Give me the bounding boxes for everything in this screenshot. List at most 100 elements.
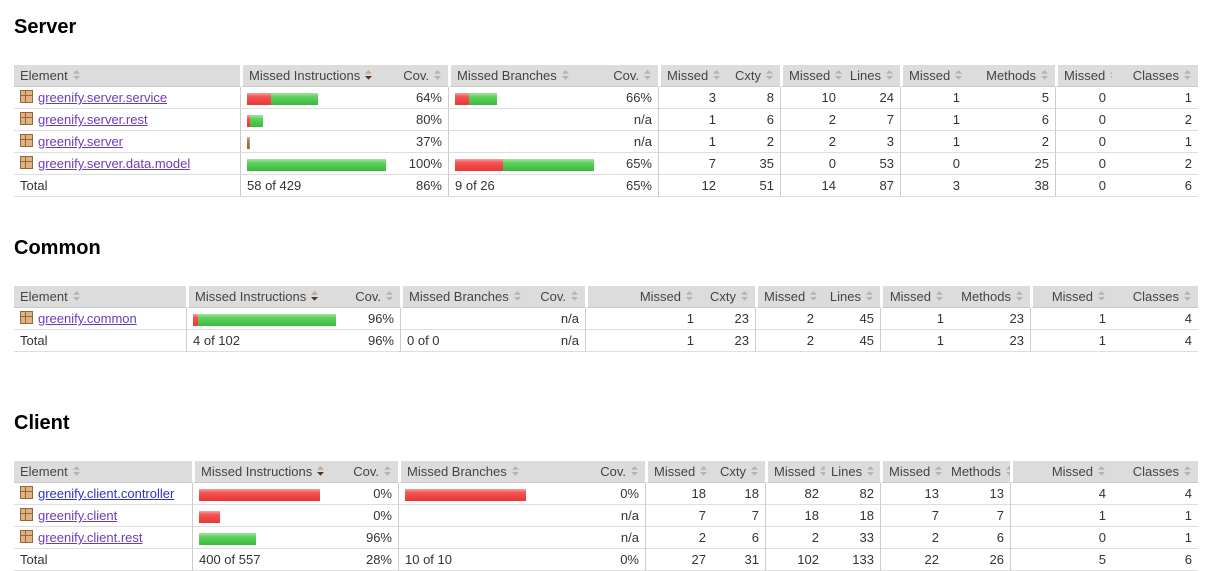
column-header-cxty-6[interactable]: Cxty bbox=[712, 461, 765, 483]
column-header-methods-10[interactable]: Methods bbox=[950, 286, 1030, 308]
column-header-missed-7[interactable]: Missed bbox=[780, 65, 842, 87]
column-header-classes-12[interactable]: Classes bbox=[1112, 286, 1198, 308]
column-header-cov--2[interactable]: Cov. bbox=[340, 286, 400, 308]
column-header-element-0[interactable]: Element bbox=[14, 286, 186, 308]
column-header-label: Methods bbox=[986, 68, 1036, 83]
column-header-methods-10[interactable]: Methods bbox=[966, 65, 1055, 87]
column-header-label: Element bbox=[20, 68, 68, 83]
column-header-cxty-6[interactable]: Cxty bbox=[722, 65, 780, 87]
missed-instructions-cell bbox=[240, 153, 390, 175]
instruction-coverage-cell: 64% bbox=[390, 87, 448, 109]
column-header-missed-11[interactable]: Missed bbox=[1055, 65, 1112, 87]
total-row: Total 4 of 102 96% 0 of 0 n/a 1 23 2 45 1 23 1 4 bbox=[14, 330, 1198, 352]
column-header-element-0[interactable]: Element bbox=[14, 461, 192, 483]
column-header-missed-branches-3[interactable]: Missed Branches bbox=[448, 65, 600, 87]
total-metric-cell: 38 bbox=[966, 175, 1055, 197]
column-header-cov--4[interactable]: Cov. bbox=[525, 286, 585, 308]
sort-icon bbox=[1098, 466, 1105, 476]
column-header-missed-instructions-1[interactable]: Missed Instructions bbox=[240, 65, 390, 87]
column-header-label: Missed Instructions bbox=[249, 68, 361, 83]
column-header-label: Cov. bbox=[403, 68, 429, 83]
column-header-missed-11[interactable]: Missed bbox=[1030, 286, 1112, 308]
column-header-classes-12[interactable]: Classes bbox=[1112, 65, 1198, 87]
column-header-missed-9[interactable]: Missed bbox=[880, 461, 945, 483]
metric-cell: 2 bbox=[645, 527, 712, 549]
table-row: greenify.common 96% n/a 1 23 2 45 1 23 1 4 bbox=[14, 308, 1198, 330]
instruction-coverage-cell: 37% bbox=[390, 131, 448, 153]
column-header-cov--2[interactable]: Cov. bbox=[390, 65, 448, 87]
metric-cell: 1 bbox=[900, 109, 966, 131]
sort-icon bbox=[766, 70, 773, 80]
column-header-cxty-6[interactable]: Cxty bbox=[700, 286, 755, 308]
missed-branches-cell bbox=[448, 87, 600, 109]
column-header-missed-7[interactable]: Missed bbox=[755, 286, 820, 308]
column-header-missed-11[interactable]: Missed bbox=[1010, 461, 1112, 483]
metric-cell: 24 bbox=[842, 87, 900, 109]
metric-cell: 0 bbox=[1055, 131, 1112, 153]
metric-cell: 25 bbox=[966, 153, 1055, 175]
column-header-missed-instructions-1[interactable]: Missed Instructions bbox=[192, 461, 340, 483]
instruction-coverage-cell: 0% bbox=[340, 483, 398, 505]
column-header-element-0[interactable]: Element bbox=[14, 65, 240, 87]
column-header-label: Missed bbox=[1051, 289, 1093, 304]
package-link[interactable]: greenify.client.controller bbox=[38, 486, 175, 501]
column-header-methods-10[interactable]: Methods bbox=[945, 461, 1010, 483]
column-header-lines-8[interactable]: Lines bbox=[825, 461, 880, 483]
total-metric-cell: 1 bbox=[880, 330, 950, 352]
missed-bar-segment bbox=[455, 92, 469, 105]
column-header-cov--4[interactable]: Cov. bbox=[600, 65, 658, 87]
column-header-cov--4[interactable]: Cov. bbox=[560, 461, 645, 483]
column-header-lines-8[interactable]: Lines bbox=[842, 65, 900, 87]
column-header-label: Classes bbox=[1132, 289, 1179, 304]
metric-cell: 1 bbox=[658, 109, 722, 131]
column-header-missed-instructions-1[interactable]: Missed Instructions bbox=[186, 286, 340, 308]
branch-coverage-cell: n/a bbox=[560, 505, 645, 527]
package-icon bbox=[20, 530, 33, 543]
column-header-cov--2[interactable]: Cov. bbox=[340, 461, 398, 483]
column-header-missed-5[interactable]: Missed bbox=[585, 286, 700, 308]
column-header-missed-9[interactable]: Missed bbox=[900, 65, 966, 87]
column-header-label: Missed bbox=[789, 68, 831, 83]
package-link[interactable]: greenify.client bbox=[38, 508, 118, 523]
coverage-bar bbox=[247, 134, 250, 149]
column-header-lines-8[interactable]: Lines bbox=[820, 286, 880, 308]
sort-icon bbox=[511, 466, 519, 476]
section-common: Common Element Missed Instructions Cov. Mis… bbox=[14, 237, 1198, 352]
package-link[interactable]: greenify.server.data.model bbox=[38, 156, 191, 171]
sort-icon bbox=[1005, 466, 1010, 476]
metric-cell: 7 bbox=[645, 505, 712, 527]
total-instruction-coverage: 96% bbox=[340, 330, 400, 352]
metric-cell: 10 bbox=[780, 87, 842, 109]
total-missed-branches: 0 of 0 bbox=[400, 330, 525, 352]
column-header-missed-branches-3[interactable]: Missed Branches bbox=[400, 286, 525, 308]
package-link[interactable]: greenify.client.rest bbox=[38, 530, 143, 545]
column-header-label: Missed bbox=[774, 464, 816, 479]
column-header-missed-5[interactable]: Missed bbox=[658, 65, 722, 87]
package-icon bbox=[20, 134, 33, 147]
total-metric-cell: 23 bbox=[950, 330, 1030, 352]
metric-cell: 2 bbox=[765, 527, 825, 549]
column-header-missed-5[interactable]: Missed bbox=[645, 461, 712, 483]
package-link[interactable]: greenify.server.service bbox=[38, 90, 168, 105]
coverage-bar bbox=[455, 90, 497, 105]
covered-bar-segment bbox=[247, 158, 386, 171]
metric-cell: 53 bbox=[842, 153, 900, 175]
total-metric-cell: 5 bbox=[1010, 549, 1112, 571]
sort-icon bbox=[384, 466, 391, 476]
sort-icon bbox=[72, 466, 80, 476]
coverage-table-common: Element Missed Instructions Cov. Missed Bra… bbox=[14, 286, 1198, 352]
column-header-label: Element bbox=[20, 464, 68, 479]
column-header-classes-12[interactable]: Classes bbox=[1112, 461, 1198, 483]
missed-instructions-cell bbox=[240, 131, 390, 153]
coverage-bar bbox=[247, 112, 263, 127]
package-link[interactable]: greenify.common bbox=[38, 311, 137, 326]
table-row: greenify.client.rest 96% n/a 2 6 2 33 2 6 0 1 bbox=[14, 527, 1198, 549]
column-header-missed-7[interactable]: Missed bbox=[765, 461, 825, 483]
column-header-missed-9[interactable]: Missed bbox=[880, 286, 950, 308]
total-missed-instructions: 400 of 557 bbox=[192, 549, 340, 571]
package-link[interactable]: greenify.server.rest bbox=[38, 112, 148, 127]
metric-cell: 1 bbox=[1112, 131, 1198, 153]
column-header-missed-branches-3[interactable]: Missed Branches bbox=[398, 461, 560, 483]
package-link[interactable]: greenify.server bbox=[38, 134, 124, 149]
total-row: Total 58 of 429 86% 9 of 26 65% 12 51 14 87 3 38 0 6 bbox=[14, 175, 1198, 197]
